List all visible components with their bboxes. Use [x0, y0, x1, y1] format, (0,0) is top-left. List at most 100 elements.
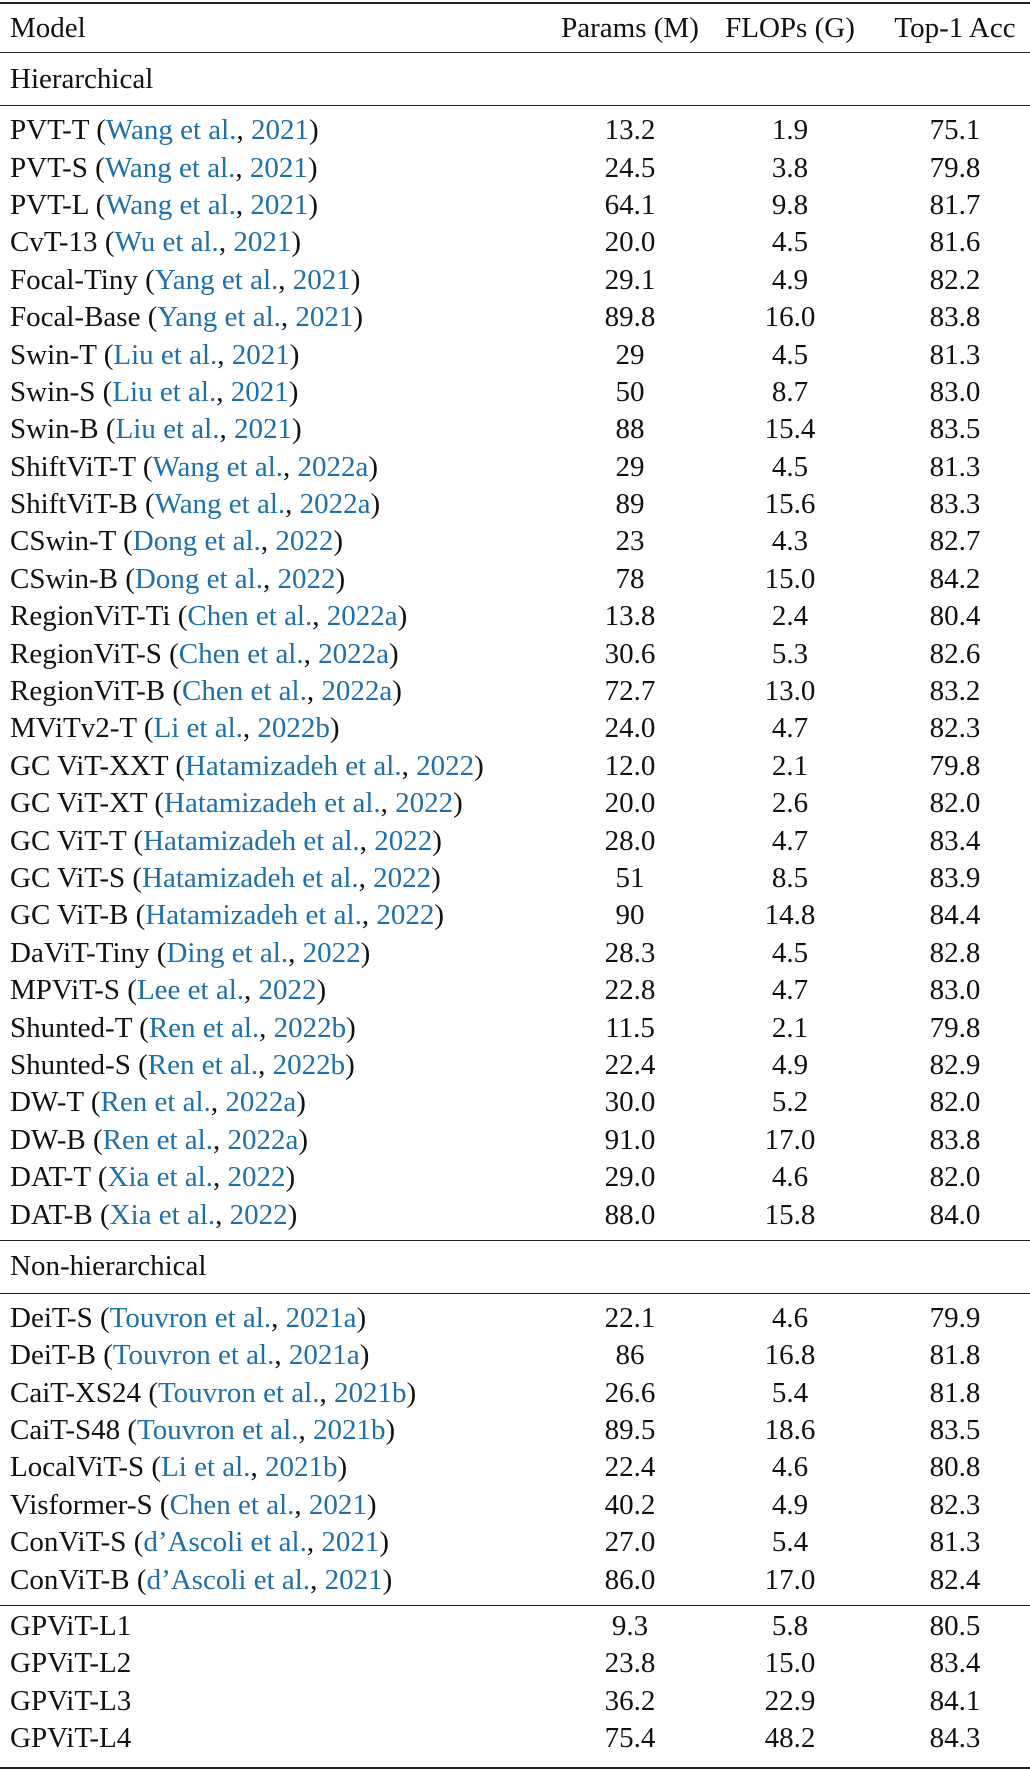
citation-year[interactable]: 2022a	[227, 1123, 299, 1156]
citation-year[interactable]: 2022	[376, 899, 435, 932]
citation-authors[interactable]: Liu et al.	[113, 339, 231, 371]
model-name: PVT-S	[10, 151, 88, 184]
citation-authors[interactable]: Li et al.	[161, 1451, 265, 1483]
citation-authors[interactable]: Hatamizadeh et al.	[145, 899, 376, 931]
value-cell: 5.8	[771, 1610, 809, 1643]
table-row: Swin-SLiu et al.2021508.783.0	[0, 374, 1030, 411]
citation: Wang et al.2022a	[136, 451, 379, 483]
citation-authors[interactable]: Yang et al.	[155, 264, 293, 296]
citation-authors[interactable]: Ren et al.	[100, 1086, 225, 1118]
citation-authors[interactable]: Chen et al.	[179, 638, 318, 670]
citation-year[interactable]: 2022	[395, 787, 454, 820]
value-cell: 79.9	[929, 1301, 981, 1334]
citation-year[interactable]: 2022a	[225, 1086, 297, 1119]
citation-authors[interactable]: Hatamizadeh et al.	[164, 787, 395, 819]
model-cell: Focal-TinyYang et al.2021	[0, 262, 560, 299]
citation-year[interactable]: 2021	[324, 1563, 383, 1596]
citation-authors[interactable]: Hatamizadeh et al.	[143, 825, 374, 857]
citation-year[interactable]: 2021	[250, 188, 309, 221]
citation-year[interactable]: 2021	[233, 226, 292, 259]
citation-year[interactable]: 2021a	[288, 1339, 360, 1372]
value-cell: 4.7	[771, 824, 809, 857]
citation-year[interactable]: 2021	[292, 263, 351, 296]
citation: Li et al.2022b	[137, 712, 340, 744]
model-cell: CaiT-S48Touvron et al.2021b	[0, 1412, 560, 1449]
citation-year[interactable]: 2022a	[299, 488, 371, 521]
citation-year[interactable]: 2022	[229, 1198, 288, 1231]
citation-authors[interactable]: Xia et al.	[110, 1199, 230, 1231]
citation-authors[interactable]: Touvron et al.	[137, 1414, 313, 1446]
citation-authors[interactable]: Ren et al.	[103, 1124, 228, 1156]
citation-year[interactable]: 2022	[258, 974, 317, 1007]
table-row: CvT-13Wu et al.202120.04.581.6	[0, 224, 1030, 261]
citation-authors[interactable]: d’Ascoli et al.	[147, 1564, 325, 1596]
citation-authors[interactable]: Wang et al.	[155, 488, 300, 520]
citation-authors[interactable]: Touvron et al.	[158, 1377, 334, 1409]
model-name: ShiftViT-T	[10, 450, 136, 483]
citation-year[interactable]: 2022a	[321, 675, 393, 708]
citation-authors[interactable]: Yang et al.	[157, 301, 295, 333]
citation-year[interactable]: 2021	[295, 301, 354, 334]
citation-authors[interactable]: Touvron et al.	[110, 1302, 286, 1334]
column-header: Params (M)	[561, 11, 699, 44]
citation-authors[interactable]: Hatamizadeh et al.	[185, 750, 416, 782]
model-cell: PVT-TWang et al.2021	[0, 106, 560, 150]
citation-year[interactable]: 2022	[374, 824, 433, 857]
citation-year[interactable]: 2021	[308, 1488, 367, 1521]
value-cell: 4.5	[771, 450, 809, 483]
citation-authors[interactable]: Wang et al.	[105, 189, 250, 221]
citation-year[interactable]: 2022a	[318, 637, 389, 670]
citation-authors[interactable]: Chen et al.	[170, 1489, 309, 1521]
citation-authors[interactable]: Touvron et al.	[113, 1339, 289, 1371]
citation-year[interactable]: 2021b	[333, 1376, 407, 1409]
citation-year[interactable]: 2021b	[264, 1451, 338, 1484]
citation-year[interactable]: 2021	[321, 1526, 380, 1559]
citation-year[interactable]: 2021	[249, 151, 308, 184]
value-cell: 8.5	[771, 862, 809, 894]
citation-year[interactable]: 2022b	[273, 1011, 347, 1044]
citation-year[interactable]: 2022a	[297, 450, 369, 483]
citation-year[interactable]: 2021a	[285, 1301, 357, 1334]
model-cell: LocalViT-SLi et al.2021b	[0, 1449, 560, 1486]
citation-authors[interactable]: d’Ascoli et al.	[143, 1526, 321, 1558]
value-cell: 83.4	[929, 824, 981, 857]
citation: Liu et al.2021	[95, 376, 298, 408]
citation-year[interactable]: 2022	[416, 749, 475, 782]
citation-authors[interactable]: Ren et al.	[148, 1049, 273, 1081]
citation-year[interactable]: 2022	[373, 862, 432, 894]
citation-authors[interactable]: Hatamizadeh et al.	[142, 862, 373, 894]
citation-year[interactable]: 2022a	[326, 600, 398, 633]
citation-year[interactable]: 2022	[227, 1161, 286, 1194]
model-cell: DW-TRen et al.2022a	[0, 1084, 560, 1121]
citation-year[interactable]: 2021b	[313, 1414, 386, 1447]
citation-authors[interactable]: Wang et al.	[105, 152, 250, 184]
citation-authors[interactable]: Chen et al.	[182, 675, 321, 707]
citation-authors[interactable]: Li et al.	[154, 712, 258, 744]
citation-authors[interactable]: Dong et al.	[133, 525, 276, 557]
citation-authors[interactable]: Ding et al.	[166, 937, 302, 969]
citation-year[interactable]: 2022	[275, 525, 334, 558]
model-cell: Focal-BaseYang et al.2021	[0, 299, 560, 336]
citation-authors[interactable]: Ren et al.	[149, 1012, 274, 1044]
citation-year[interactable]: 2021	[233, 413, 292, 446]
citation-authors[interactable]: Xia et al.	[108, 1161, 228, 1193]
value-cell: 4.6	[771, 1451, 809, 1484]
citation-authors[interactable]: Liu et al.	[116, 413, 234, 445]
citation-authors[interactable]: Liu et al.	[112, 376, 230, 408]
citation-year[interactable]: 2022	[277, 562, 336, 595]
citation-authors[interactable]: Wu et al.	[114, 226, 233, 258]
model-name: ShiftViT-B	[10, 488, 138, 521]
citation-year[interactable]: 2022b	[272, 1048, 346, 1081]
citation-authors[interactable]: Wang et al.	[106, 114, 251, 146]
value-cell: 13.0	[764, 675, 816, 708]
citation-year[interactable]: 2022	[302, 936, 361, 969]
citation-authors[interactable]: Dong et al.	[135, 563, 278, 595]
citation-authors[interactable]: Wang et al.	[152, 451, 297, 483]
citation-year[interactable]: 2021	[231, 338, 290, 371]
citation-year[interactable]: 2021	[230, 375, 289, 408]
citation-year[interactable]: 2021	[250, 114, 309, 147]
model-cell: DeiT-BTouvron et al.2021a	[0, 1337, 560, 1374]
citation-authors[interactable]: Lee et al.	[137, 974, 259, 1006]
citation-year[interactable]: 2022b	[257, 712, 330, 745]
citation-authors[interactable]: Chen et al.	[187, 600, 326, 632]
